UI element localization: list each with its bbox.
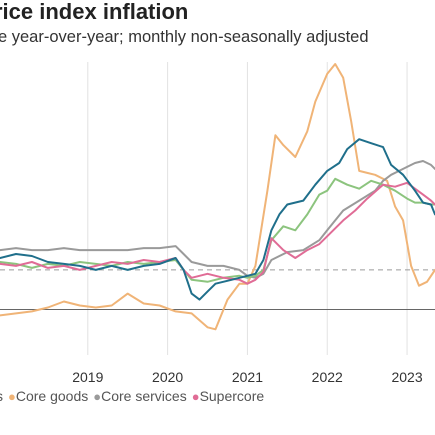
legend-item: ●Core goods xyxy=(8,388,88,404)
chart-subtitle: e year-over-year; monthly non-seasonally… xyxy=(0,28,369,46)
legend-item: s xyxy=(0,388,3,404)
series-lines xyxy=(0,63,435,331)
x-tick-label: 2020 xyxy=(152,369,183,385)
legend: s●Core goods●Core services●Supercore xyxy=(0,388,269,404)
x-axis-ticks: 2019 2020 2021 2022 2023 xyxy=(72,369,423,385)
x-tick-label: 2019 xyxy=(72,369,103,385)
legend-label: Supercore xyxy=(199,388,265,404)
series-line-5 xyxy=(0,138,435,301)
legend-dot-icon: ● xyxy=(93,389,102,404)
x-tick-label: 2021 xyxy=(232,369,263,385)
x-tick-label: 2022 xyxy=(312,369,343,385)
legend-label: s xyxy=(0,388,3,404)
series-line-1 xyxy=(0,63,435,331)
legend-dot-icon: ● xyxy=(8,389,16,404)
legend-item: ●Supercore xyxy=(192,388,264,404)
reference-lines xyxy=(0,269,435,310)
series-line-4 xyxy=(0,181,435,285)
legend-dot-icon: ● xyxy=(191,389,200,404)
chart-title: rice index inflation xyxy=(0,0,189,24)
x-tick-label: 2023 xyxy=(391,369,422,385)
grid-lines xyxy=(87,62,408,355)
series-line-2 xyxy=(0,160,435,279)
legend-label: Core services xyxy=(101,388,187,404)
legend-item: ●Core services xyxy=(93,388,186,404)
legend-label: Core goods xyxy=(15,388,89,404)
